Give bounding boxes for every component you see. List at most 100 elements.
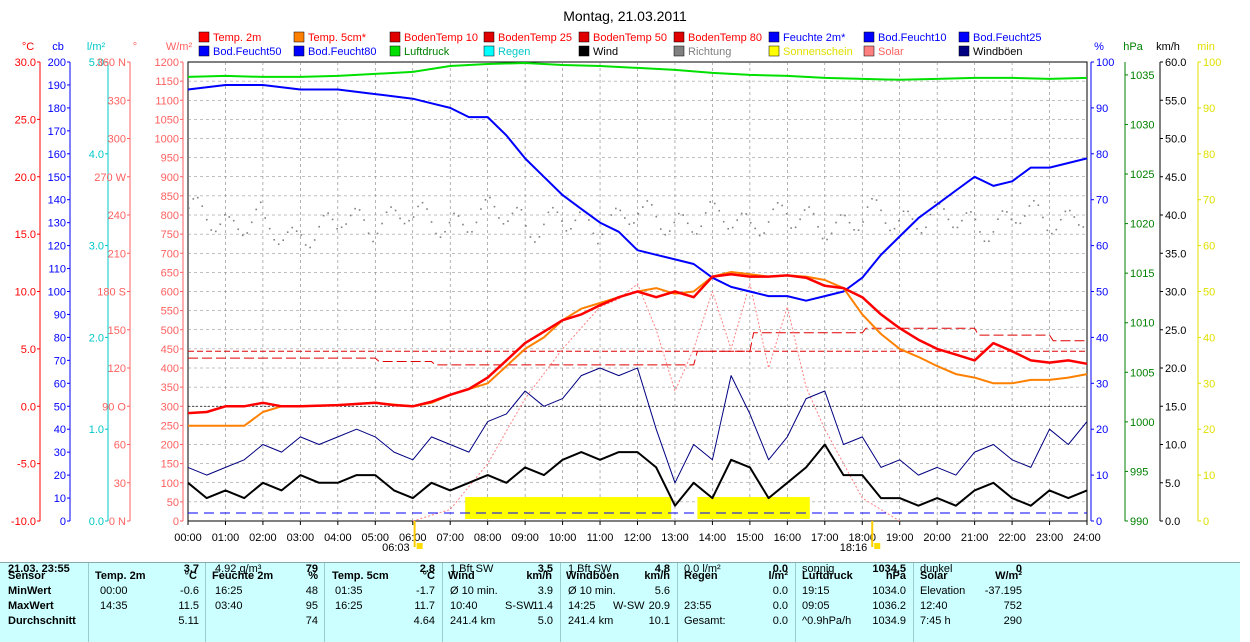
legend-label: Solar	[878, 46, 904, 58]
right-axis-unit: min	[1197, 41, 1215, 53]
legend-swatch	[958, 45, 970, 57]
regen-cell: Gesamt:	[684, 615, 726, 627]
left-axis-tick: 240	[108, 210, 126, 222]
left-axis-tick: 1150	[155, 76, 179, 88]
x-axis-tick: 16:00	[774, 532, 802, 544]
left-axis-tick: 70	[54, 355, 66, 367]
legend-swatch	[198, 45, 210, 57]
left-axis-tick: 800	[161, 210, 179, 222]
wind-cell: Ø 10 min.	[450, 585, 498, 597]
table-header: l/m²	[768, 570, 788, 582]
legend-swatch	[958, 31, 970, 43]
right-axis-tick: 40	[1096, 332, 1108, 344]
legend-swatch	[768, 45, 780, 57]
boeen-value: 10.1	[648, 615, 670, 627]
sunshine-bar	[465, 497, 672, 519]
feuchte-value: 79	[305, 563, 318, 575]
table-column-divider	[88, 563, 89, 642]
left-axis-tick: 80	[54, 332, 66, 344]
luftdruck-value: 1034.0	[872, 585, 906, 597]
x-axis-tick: 12:00	[624, 532, 652, 544]
left-axis-tick: 90 O	[102, 401, 126, 413]
table-row-label: MaxWert	[8, 600, 54, 612]
right-axis-tick: 35.0	[1165, 248, 1186, 260]
luftdruck-value: 1034.5	[872, 563, 906, 575]
legend-swatch	[483, 45, 495, 57]
right-axis-tick: 80	[1096, 149, 1108, 161]
right-axis-tick: 20	[1203, 424, 1215, 436]
table-header: km/h	[526, 570, 552, 582]
left-axis-tick: -5.0	[17, 459, 36, 471]
left-axis-tick: 160	[48, 149, 66, 161]
wind-value: 3.9	[537, 585, 553, 597]
x-axis-tick: 04:00	[324, 532, 352, 544]
right-axis-tick: 80	[1203, 149, 1215, 161]
legend-label: BodenTemp 50	[593, 32, 667, 44]
legend-swatch	[293, 45, 305, 57]
temp2m-line	[187, 273, 1088, 415]
sunshine-bar	[697, 497, 810, 519]
table-header: hPa	[885, 570, 906, 582]
left-axis-tick: 1000	[155, 134, 179, 146]
left-axis-tick: 550	[161, 306, 179, 318]
left-axis-tick: 850	[161, 191, 179, 203]
boeen-cell: 241.4 km	[568, 615, 614, 627]
luftdruck-value: 1036.2	[872, 600, 906, 612]
chart-title: Montag, 21.03.2011	[563, 8, 687, 24]
left-axis-tick: 300	[108, 134, 126, 146]
table-header: Regen	[684, 570, 718, 582]
right-axis-tick: 30	[1096, 378, 1108, 390]
right-axis-tick: 30	[1203, 378, 1215, 390]
boeen-dir: W-SW	[613, 600, 645, 612]
left-axis-tick: 450	[161, 344, 179, 356]
temp2m-value: 5.11	[178, 615, 199, 627]
direction-dots	[188, 196, 1085, 249]
left-axis-tick: 20.0	[15, 172, 36, 184]
left-axis-tick: 150	[48, 172, 66, 184]
right-axis-tick: 100	[1203, 57, 1221, 69]
left-axis-tick: 2.0	[89, 332, 104, 344]
left-axis-tick: 600	[161, 287, 179, 299]
x-axis-tick: 14:00	[699, 532, 727, 544]
x-axis-tick: 05:00	[362, 532, 390, 544]
right-axis-tick: 50.0	[1165, 134, 1186, 146]
left-axis-tick: 900	[161, 172, 179, 184]
table-header: %	[308, 570, 318, 582]
legend-label: Bod.Feucht50	[213, 46, 282, 58]
temp2m-value: 3.7	[183, 563, 199, 575]
right-axis-tick: 0	[1203, 516, 1209, 528]
boeen-value: 5.6	[654, 585, 670, 597]
legend-label: BodenTemp 10	[404, 32, 478, 44]
x-axis-tick: 15:00	[736, 532, 764, 544]
right-axis-tick: 990	[1130, 516, 1148, 528]
table-column-divider	[324, 563, 325, 642]
x-axis-tick: 06:00	[399, 532, 427, 544]
right-axis-tick: 0	[1096, 516, 1102, 528]
right-axis-tick: 40	[1203, 332, 1215, 344]
right-axis-tick: 1010	[1130, 318, 1154, 330]
legend-swatch	[673, 31, 685, 43]
legend-label: BodenTemp 25	[498, 32, 572, 44]
left-axis-tick: 180 S	[97, 287, 126, 299]
x-axis-tick: 00:00	[174, 532, 202, 544]
legend-swatch	[293, 31, 305, 43]
right-axis-tick: 40.0	[1165, 210, 1186, 222]
humidity-line	[187, 84, 1088, 302]
left-axis-tick: 350	[161, 382, 179, 394]
left-axis-tick: 15.0	[15, 229, 36, 241]
left-axis-tick: 110	[48, 264, 66, 276]
left-axis-tick: 210	[108, 248, 126, 260]
legend-swatch	[198, 31, 210, 43]
temp5cm-cell: 16:25	[335, 600, 363, 612]
regen-value: 0.0	[772, 563, 788, 575]
right-axis-tick: 5.0	[1165, 478, 1180, 490]
feuchte-value: 48	[305, 585, 318, 597]
right-axis-tick: 90	[1203, 103, 1215, 115]
right-axis-tick: 15.0	[1165, 401, 1186, 413]
left-axis-tick: 0.0	[21, 401, 36, 413]
right-axis-tick: 55.0	[1165, 95, 1186, 107]
wind-cell: 10:40	[450, 600, 478, 612]
wind-cell: 241.4 km	[450, 615, 496, 627]
left-axis-tick: 270 W	[94, 172, 126, 184]
left-axis-tick: 170	[48, 126, 66, 138]
